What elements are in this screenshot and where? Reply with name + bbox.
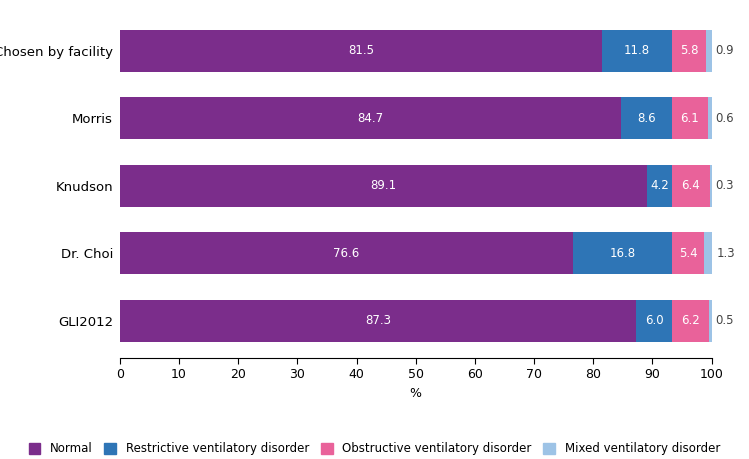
- Text: 76.6: 76.6: [333, 247, 360, 260]
- Bar: [120, 30, 602, 72]
- Text: 5.8: 5.8: [680, 45, 698, 57]
- Text: 89.1: 89.1: [371, 179, 396, 192]
- Text: 81.5: 81.5: [348, 45, 374, 57]
- Bar: [621, 97, 672, 140]
- Bar: [120, 300, 637, 342]
- Text: 6.4: 6.4: [682, 179, 700, 192]
- Bar: [672, 30, 706, 72]
- Text: 0.3: 0.3: [716, 179, 734, 192]
- Text: 0.9: 0.9: [716, 45, 734, 57]
- Bar: [647, 165, 672, 207]
- Bar: [672, 300, 709, 342]
- Text: 0.6: 0.6: [716, 112, 734, 125]
- Bar: [602, 30, 672, 72]
- Bar: [573, 232, 673, 274]
- Text: 84.7: 84.7: [357, 112, 383, 125]
- Bar: [709, 300, 712, 342]
- X-axis label: %: %: [410, 387, 422, 400]
- Bar: [673, 232, 705, 274]
- Bar: [120, 97, 621, 140]
- Bar: [637, 300, 672, 342]
- Text: 11.8: 11.8: [624, 45, 650, 57]
- Text: 16.8: 16.8: [610, 247, 636, 260]
- Text: 5.4: 5.4: [679, 247, 698, 260]
- Text: 8.6: 8.6: [637, 112, 656, 125]
- Text: 4.2: 4.2: [650, 179, 669, 192]
- Bar: [672, 165, 710, 207]
- Text: 1.3: 1.3: [716, 247, 735, 260]
- Bar: [120, 232, 573, 274]
- Bar: [706, 30, 712, 72]
- Text: 0.5: 0.5: [716, 314, 734, 327]
- Bar: [708, 97, 712, 140]
- Bar: [120, 165, 647, 207]
- Legend: Normal, Restrictive ventilatory disorder, Obstructive ventilatory disorder, Mixe: Normal, Restrictive ventilatory disorder…: [28, 442, 720, 455]
- Bar: [710, 165, 712, 207]
- Text: 6.1: 6.1: [681, 112, 700, 125]
- Text: 6.0: 6.0: [645, 314, 664, 327]
- Bar: [672, 97, 708, 140]
- Text: 87.3: 87.3: [365, 314, 391, 327]
- Text: 6.2: 6.2: [681, 314, 700, 327]
- Bar: [705, 232, 712, 274]
